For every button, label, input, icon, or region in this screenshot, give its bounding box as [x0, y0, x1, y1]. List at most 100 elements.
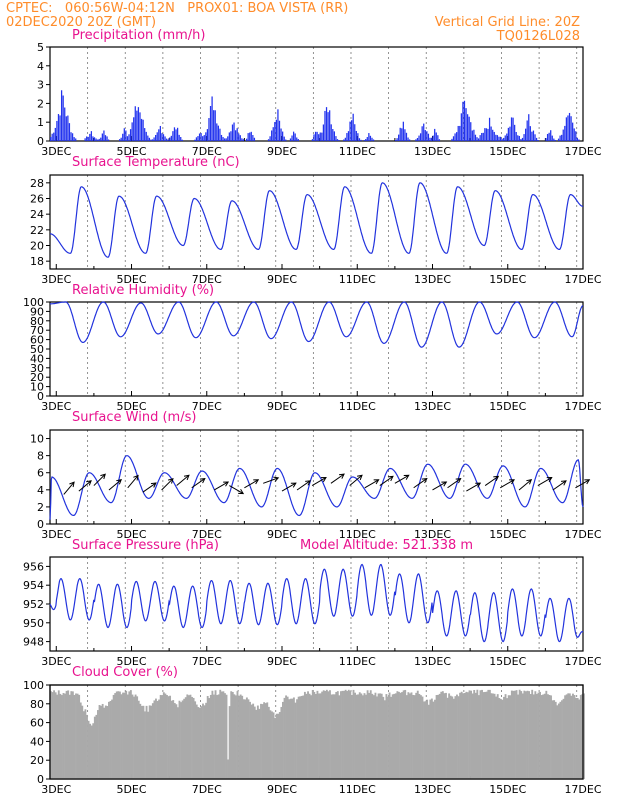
precip-bar — [217, 125, 219, 141]
wind-arrow-head — [86, 480, 92, 486]
x-tick-label: 5DEC — [116, 273, 146, 286]
precip-bar — [473, 129, 475, 141]
wind-arrow-shaft — [537, 477, 552, 486]
cloud-bar — [369, 690, 372, 779]
wind-arrow-shaft — [552, 480, 567, 491]
cloud-bar — [349, 691, 352, 779]
precip-bar — [220, 134, 223, 141]
precip-bar — [89, 133, 91, 141]
x-tick-label: 5DEC — [116, 783, 146, 796]
panel-frame-overlay — [49, 684, 584, 780]
cloud-bar — [336, 691, 339, 779]
cloud-bar — [60, 695, 63, 779]
cloud-bar — [79, 702, 82, 779]
precip-bar — [59, 115, 61, 141]
precip-bar — [434, 128, 436, 141]
precip-bar — [236, 128, 238, 141]
precip-bar — [131, 122, 133, 141]
cloud-bar — [247, 699, 250, 779]
precip-bar — [278, 120, 281, 141]
cloud-bar — [205, 702, 208, 779]
cloud-bar — [131, 694, 134, 779]
cloud-bar — [291, 698, 294, 779]
precip-bar — [463, 100, 466, 141]
precip-bar — [523, 134, 525, 141]
cloud-bar — [288, 699, 291, 779]
precip-bar — [176, 127, 179, 141]
precip-bar — [67, 115, 69, 141]
y-tick-label: 6 — [37, 467, 44, 480]
cloud-bar — [314, 693, 317, 779]
precip-bar — [570, 116, 572, 141]
cloud-bar — [266, 702, 269, 779]
precip-bar — [578, 139, 580, 141]
cloud-bar — [228, 706, 231, 779]
y-tick-label: 10 — [30, 433, 44, 446]
precip-bar — [140, 118, 143, 141]
precip-bar — [470, 122, 472, 141]
wind-arrow-head — [373, 479, 380, 485]
precip-bar — [291, 135, 293, 141]
cloud-bar — [89, 723, 92, 779]
cloud-bar — [576, 697, 579, 779]
precip-bar — [418, 135, 420, 141]
cloud-bar — [562, 698, 565, 779]
precip-bar — [565, 117, 568, 141]
cloud-bar — [140, 705, 143, 779]
x-tick-label: 7DEC — [192, 145, 222, 158]
cloud-bar — [200, 706, 203, 779]
cloud-bar — [332, 694, 335, 779]
cloud-bar — [308, 693, 311, 779]
cloud-bar — [484, 691, 487, 779]
wind-arrow-head — [387, 475, 394, 482]
y-tick-label: 950 — [23, 617, 44, 630]
y-tick-label: 10 — [30, 381, 44, 394]
precip-bar — [92, 136, 94, 141]
wind-arrow-head — [116, 479, 122, 485]
precip-bar — [338, 140, 340, 141]
cloud-bar — [443, 693, 446, 779]
y-tick-label: 948 — [23, 636, 44, 649]
cloud-bar — [424, 701, 427, 779]
precip-bar — [172, 131, 174, 141]
precip-bar — [550, 130, 552, 141]
cloud-bar — [100, 705, 103, 779]
wind-arrow-shaft — [244, 479, 259, 489]
cloud-bar — [225, 694, 228, 779]
cloud-bar — [557, 703, 560, 779]
cloud-bar — [128, 691, 131, 779]
precip-bar — [227, 136, 229, 141]
y-tick-label: 20 — [30, 754, 44, 767]
precip-bar — [316, 131, 318, 141]
cloud-bar — [537, 692, 540, 779]
wind-arrow-shaft — [142, 482, 157, 493]
wind-arrow-shaft — [229, 485, 244, 494]
cloud-bar — [573, 695, 576, 779]
precip-bar — [123, 128, 125, 141]
precip-bar — [68, 123, 71, 141]
precip-bar — [365, 139, 367, 141]
cloud-bar — [526, 690, 529, 779]
cloud-bar — [341, 690, 344, 779]
x-tick-label: 9DEC — [267, 783, 297, 796]
series-line — [49, 455, 584, 520]
precip-bar — [416, 137, 419, 141]
y-tick-label: 0 — [37, 135, 44, 148]
precip-bar — [156, 132, 158, 141]
precip-bar — [524, 128, 527, 141]
cloud-bar — [415, 692, 418, 779]
wind-arrow-shaft — [330, 473, 345, 484]
precip-bar — [477, 138, 480, 141]
precip-bar — [167, 139, 169, 141]
precip-bar — [551, 135, 553, 141]
precip-bar — [510, 117, 513, 141]
precip-bar — [98, 138, 100, 141]
humidity-title: Relative Humidity (%) — [72, 283, 215, 298]
y-tick-label: 20 — [30, 371, 44, 384]
cloud-bar — [445, 692, 447, 779]
precip-bar — [405, 132, 408, 141]
x-tick-label: 3DEC — [41, 273, 71, 286]
cloud-bar — [311, 689, 314, 779]
cloud-bar — [260, 703, 262, 779]
